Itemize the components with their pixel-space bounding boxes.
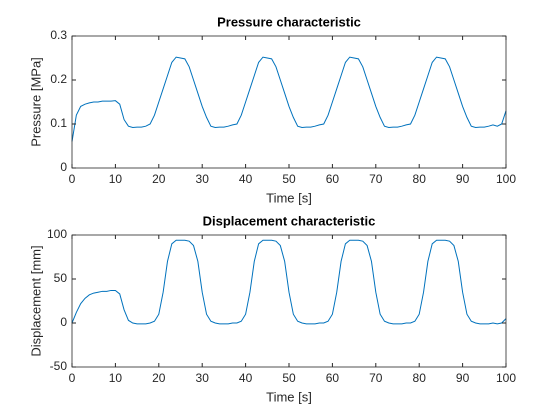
y-tick-label: 100 [47,227,67,241]
x-tick-label: 80 [413,172,427,186]
y-tick-label: -50 [50,359,68,373]
x-tick-label: 50 [282,172,296,186]
x-tick-label: 70 [369,371,383,385]
x-tick-label: 100 [496,172,516,186]
x-tick-label: 90 [456,172,470,186]
chart-title: Pressure characteristic [217,14,361,29]
x-tick-label: 40 [239,172,253,186]
x-axis-label: Time [s] [266,389,312,404]
y-tick-label: 0 [60,160,67,174]
y-tick-label: 0.2 [50,72,67,86]
axes-box [71,234,507,368]
x-axis-label: Time [s] [266,190,312,205]
data-line [71,239,507,325]
x-tick-label: 60 [326,172,340,186]
data-line [71,56,507,142]
x-tick-label: 0 [69,172,76,186]
y-tick-label: 0.1 [50,116,67,130]
x-tick-label: 40 [239,371,253,385]
x-tick-label: 80 [413,371,427,385]
y-axis-label: Displacement [mm] [28,245,43,356]
y-tick-label: 0.3 [50,28,67,42]
x-tick-label: 70 [369,172,383,186]
x-tick-label: 90 [456,371,470,385]
x-tick-label: 10 [109,172,123,186]
y-tick-label: 0 [60,315,67,329]
x-tick-label: 50 [282,371,296,385]
axes-box [71,35,507,169]
x-tick-label: 100 [496,371,516,385]
axes-background [72,235,506,367]
chart-title: Displacement characteristic [203,213,376,228]
axes-background [72,36,506,168]
x-tick-label: 60 [326,371,340,385]
x-tick-label: 30 [196,172,210,186]
x-tick-label: 30 [196,371,210,385]
x-tick-label: 20 [152,172,166,186]
x-tick-label: 20 [152,371,166,385]
x-tick-label: 0 [69,371,76,385]
x-tick-label: 10 [109,371,123,385]
y-axis-label: Pressure [MPa] [28,57,43,147]
y-tick-label: 50 [54,271,68,285]
